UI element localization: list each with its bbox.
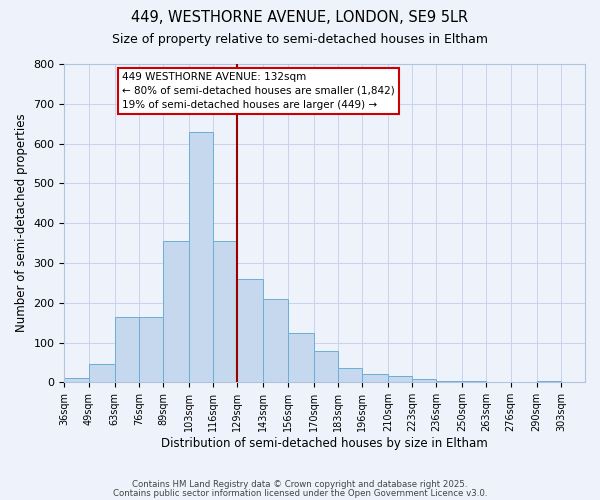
Text: 449, WESTHORNE AVENUE, LONDON, SE9 5LR: 449, WESTHORNE AVENUE, LONDON, SE9 5LR xyxy=(131,10,469,25)
Bar xyxy=(338,368,362,382)
Y-axis label: Number of semi-detached properties: Number of semi-detached properties xyxy=(15,114,28,332)
Bar xyxy=(412,379,436,382)
Bar xyxy=(263,299,287,382)
Bar xyxy=(287,332,314,382)
Bar xyxy=(64,378,89,382)
Text: Contains public sector information licensed under the Open Government Licence v3: Contains public sector information licen… xyxy=(113,490,487,498)
Text: Contains HM Land Registry data © Crown copyright and database right 2025.: Contains HM Land Registry data © Crown c… xyxy=(132,480,468,489)
Bar xyxy=(462,381,487,382)
Bar xyxy=(362,374,388,382)
Bar xyxy=(139,316,163,382)
Bar xyxy=(388,376,412,382)
Bar xyxy=(238,279,263,382)
X-axis label: Distribution of semi-detached houses by size in Eltham: Distribution of semi-detached houses by … xyxy=(161,437,488,450)
Bar xyxy=(213,241,238,382)
Bar xyxy=(536,381,561,382)
Bar xyxy=(436,381,462,382)
Bar xyxy=(89,364,115,382)
Bar xyxy=(314,350,338,382)
Text: 449 WESTHORNE AVENUE: 132sqm
← 80% of semi-detached houses are smaller (1,842)
1: 449 WESTHORNE AVENUE: 132sqm ← 80% of se… xyxy=(122,72,395,110)
Bar xyxy=(115,316,139,382)
Bar xyxy=(163,241,189,382)
Bar xyxy=(189,132,213,382)
Text: Size of property relative to semi-detached houses in Eltham: Size of property relative to semi-detach… xyxy=(112,32,488,46)
